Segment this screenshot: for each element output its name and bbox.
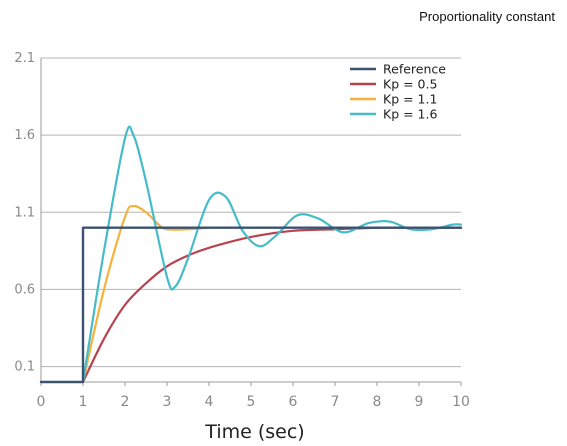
series-line [81, 226, 463, 384]
x-tick-label: 6 [289, 394, 298, 410]
y-tick-label: 2.1 [14, 51, 35, 66]
series-line [81, 204, 211, 384]
x-tick-label: 7 [331, 394, 340, 410]
x-tick-label: 10 [452, 394, 470, 410]
x-tick-label: 1 [79, 394, 88, 410]
y-tick-label: 1.6 [14, 128, 35, 143]
legend-label: Kp = 0.5 [383, 77, 437, 92]
legend-label: Reference [383, 62, 446, 77]
x-tick-label: 9 [415, 394, 424, 410]
x-tick-label: 8 [373, 394, 382, 410]
tick-labels: 0.1 0.6 1.1 1.6 2.1 0 1 2 3 4 5 6 7 8 9 10 [14, 51, 470, 410]
x-axis-label: Time (sec) [204, 421, 304, 443]
y-tick-label: 0.1 [14, 360, 35, 375]
series-lines [39, 125, 463, 384]
axes [40, 58, 462, 386]
x-tick-label: 2 [121, 394, 130, 410]
series-line [81, 125, 463, 384]
x-tick-label: 5 [247, 394, 256, 410]
series-line [39, 226, 463, 384]
grid-lines [41, 57, 461, 368]
x-tick-label: 4 [205, 394, 214, 410]
y-tick-label: 0.6 [14, 282, 35, 297]
legend-label: Kp = 1.6 [383, 107, 437, 122]
y-tick-label: 1.1 [14, 205, 35, 220]
x-tick-label: 0 [37, 394, 46, 410]
x-tick-label: 3 [163, 394, 172, 410]
chart-title: Proportionality constant [419, 9, 555, 24]
legend-label: Kp = 1.1 [383, 92, 437, 107]
